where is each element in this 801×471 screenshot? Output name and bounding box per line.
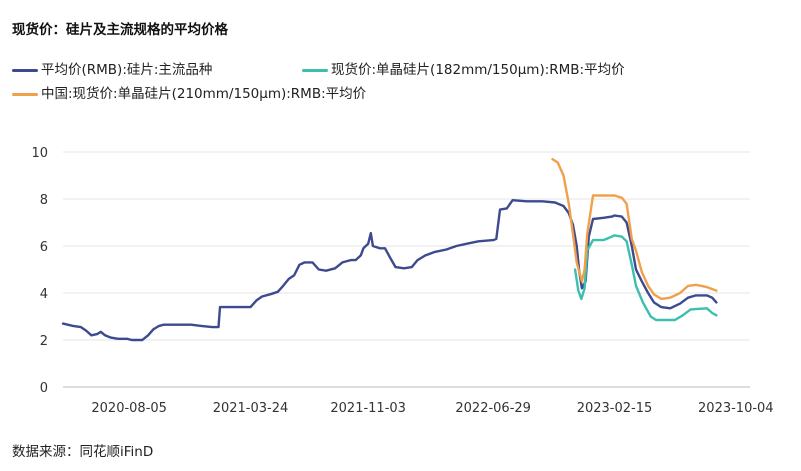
series-line-avg-price xyxy=(61,199,718,342)
series-lines xyxy=(61,157,718,342)
legend-label-210mm: 中国:现货价:单晶硅片(210mm/150μm):RMB:平均价 xyxy=(41,86,367,102)
x-tick-label-2023-02-15: 2023-02-15 xyxy=(577,401,653,416)
x-tick-label-2021-03-24: 2021-03-24 xyxy=(213,401,289,416)
y-tick-label-0: 0 xyxy=(40,381,48,396)
legend-swatch-210mm xyxy=(12,92,38,96)
series-line-182mm xyxy=(573,234,718,322)
gridlines xyxy=(63,151,750,388)
x-tick-label-2021-11-03: 2021-11-03 xyxy=(330,401,406,416)
legend-item-182mm[interactable]: 现货价:单晶硅片(182mm/150μm):RMB:平均价 xyxy=(302,58,625,78)
y-tick-label-10: 10 xyxy=(31,146,48,161)
x-tick-label-2022-06-29: 2022-06-29 xyxy=(455,401,531,416)
legend-swatch-avg-price xyxy=(12,68,38,72)
x-tick-label-2020-08-05: 2020-08-05 xyxy=(91,401,167,416)
legend-label-avg-price: 平均价(RMB):硅片:主流品种 xyxy=(41,62,213,78)
x-axis-ticks: 2020-08-05 2021-03-24 2021-11-03 2022-06-29… xyxy=(91,401,773,416)
legend-item-210mm[interactable]: 中国:现货价:单晶硅片(210mm/150μm):RMB:平均价 xyxy=(12,82,366,102)
chart-title: 现货价：硅片及主流规格的平均价格 xyxy=(12,22,228,38)
y-axis-ticks: 0 2 4 6 8 10 xyxy=(31,146,48,396)
series-line-210mm xyxy=(551,157,718,301)
legend-label-182mm: 现货价:单晶硅片(182mm/150μm):RMB:平均价 xyxy=(331,62,625,78)
data-source-note: 数据来源：同花顺iFinD xyxy=(12,444,154,460)
x-tick-label-2023-10-04: 2023-10-04 xyxy=(698,401,774,416)
y-tick-label-4: 4 xyxy=(40,287,48,302)
legend-swatch-182mm xyxy=(302,68,328,72)
legend-item-avg-price[interactable]: 平均价(RMB):硅片:主流品种 xyxy=(12,58,212,78)
y-tick-label-2: 2 xyxy=(40,334,48,349)
y-tick-label-8: 8 xyxy=(40,193,48,208)
y-tick-label-6: 6 xyxy=(40,240,48,255)
